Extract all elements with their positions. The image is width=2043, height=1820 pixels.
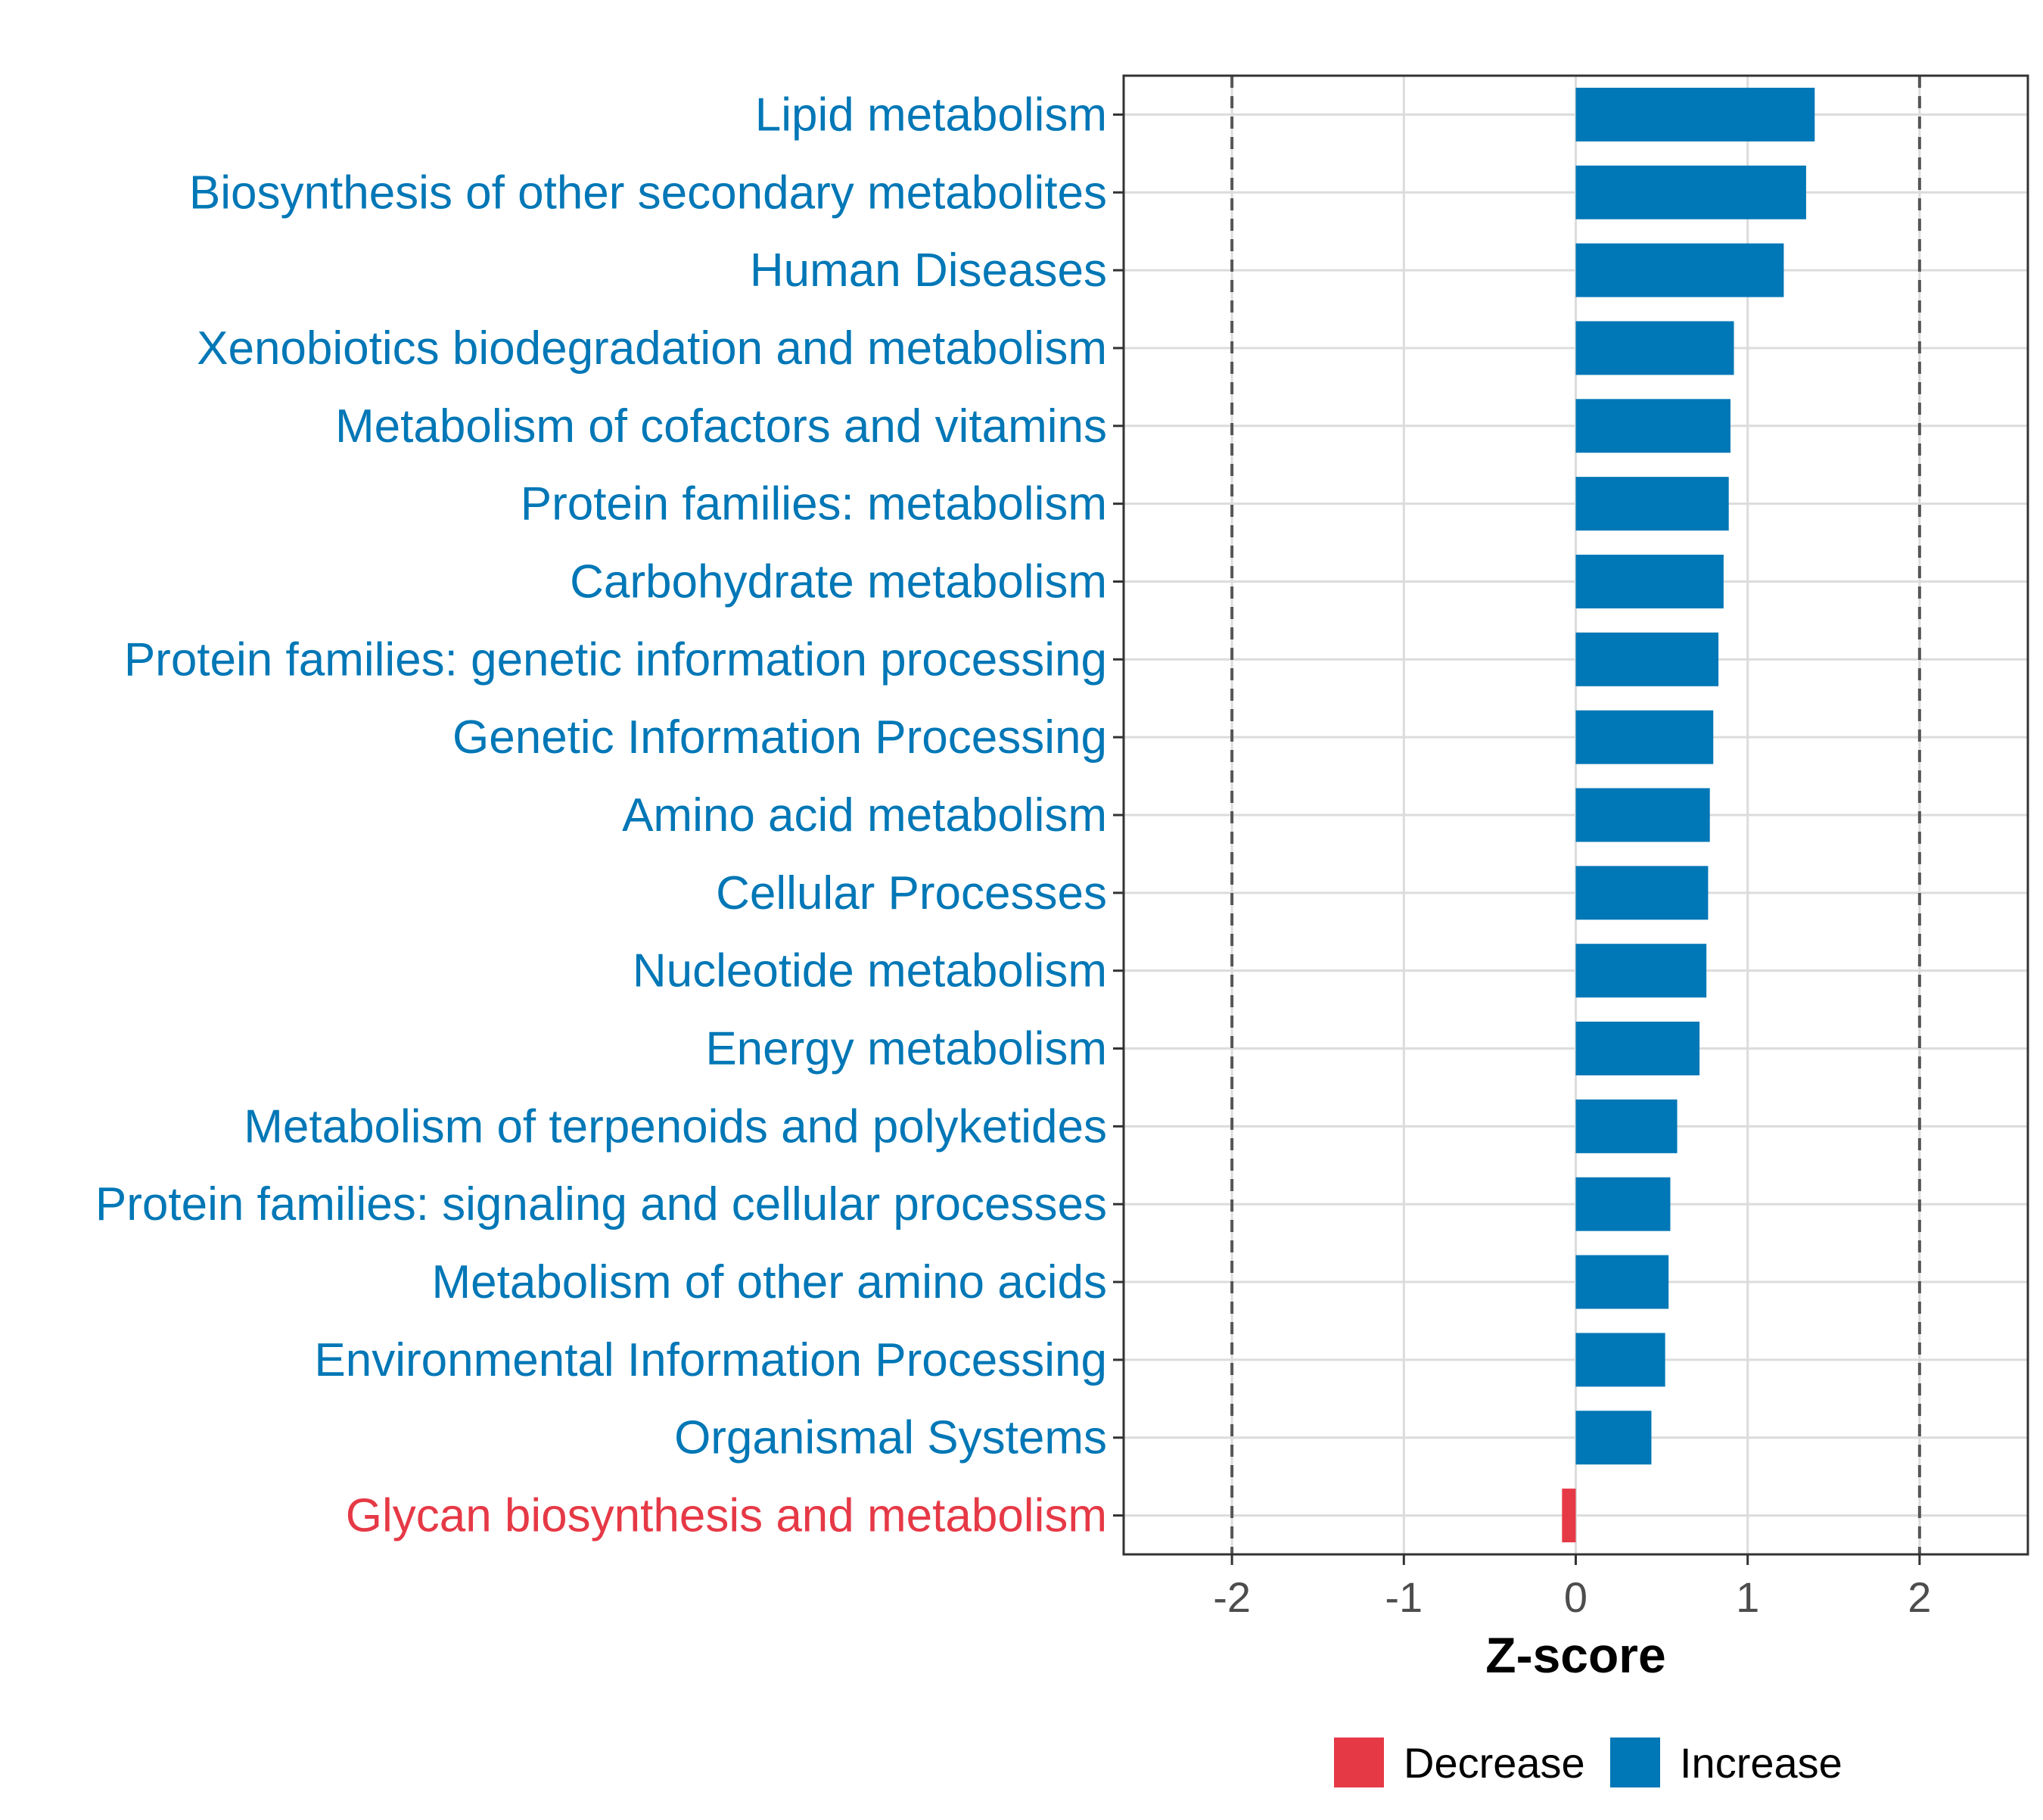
x-tick-label: 2 [1908,1573,1931,1621]
legend-label: Decrease [1404,1739,1585,1787]
bar [1575,477,1729,531]
category-label: Metabolism of terpenoids and polyketides [244,1100,1107,1153]
category-label: Cellular Processes [716,867,1107,919]
bars-layer [1562,87,1815,1543]
bar [1575,1099,1678,1153]
x-tick-label: 0 [1564,1573,1587,1621]
bar [1575,399,1730,453]
bar [1575,788,1710,842]
category-label: Nucleotide metabolism [633,945,1107,997]
bar [1562,1489,1576,1543]
legend-swatch [1610,1738,1660,1787]
bar [1575,1411,1652,1465]
x-axis-ticks: -2 -1 0 1 2 [1213,1554,1931,1621]
category-label: Metabolism of other amino acids [431,1256,1107,1308]
bar [1575,243,1784,297]
category-label: Glycan biosynthesis and metabolism [346,1490,1107,1542]
bar [1575,866,1709,920]
bar [1575,1333,1665,1387]
bar [1575,554,1724,608]
bar [1575,1177,1671,1231]
bar [1575,321,1734,375]
category-label: Protein families: metabolism [521,478,1107,530]
x-tick-label: 1 [1736,1573,1759,1621]
legend-swatch [1334,1738,1384,1787]
bar [1575,944,1707,998]
category-label: Xenobiotics biodegradation and metabolis… [197,322,1107,375]
category-label: Genetic Information Processing [452,711,1107,764]
category-label: Environmental Information Processing [314,1334,1107,1386]
category-labels: Lipid metabolism Biosynthesis of other se… [95,89,1124,1542]
category-label: Lipid metabolism [755,89,1107,141]
bar [1575,1022,1700,1076]
category-label: Metabolism of cofactors and vitamins [335,400,1107,453]
threshold-lines [1230,76,1921,1554]
bar [1575,632,1719,686]
category-label: Energy metabolism [705,1023,1107,1075]
bar [1575,165,1806,219]
x-tick-label: -2 [1213,1573,1251,1621]
category-label: Biosynthesis of other secondary metaboli… [189,166,1107,219]
bar [1575,710,1714,764]
category-label: Amino acid metabolism [622,789,1107,842]
category-label: Protein families: signaling and cellular… [95,1178,1107,1230]
category-label: Human Diseases [750,244,1107,297]
category-label: Organismal Systems [674,1412,1107,1464]
x-tick-label: -1 [1385,1573,1423,1621]
bar [1575,87,1815,142]
category-label: Carbohydrate metabolism [570,555,1107,608]
bar [1575,1255,1669,1309]
legend: Decrease Increase [1334,1738,1842,1787]
x-axis-title: Z-score [1485,1627,1665,1683]
legend-label: Increase [1680,1739,1842,1787]
category-label: Protein families: genetic information pr… [124,633,1107,686]
